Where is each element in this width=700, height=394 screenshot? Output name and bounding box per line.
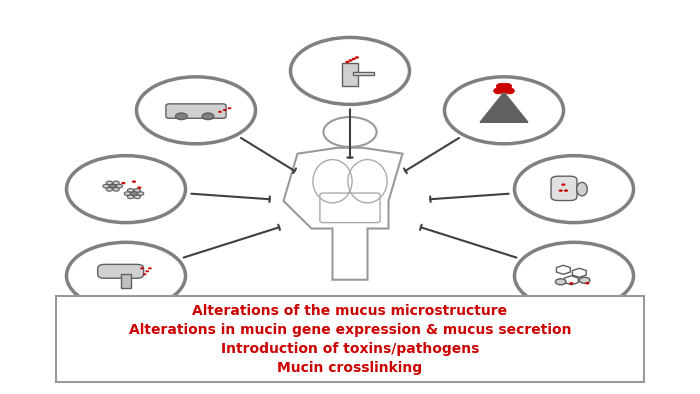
Circle shape — [127, 195, 134, 199]
Bar — [342, 63, 358, 86]
Circle shape — [514, 242, 634, 309]
Circle shape — [351, 58, 356, 60]
Circle shape — [561, 184, 566, 186]
Circle shape — [106, 181, 113, 185]
Circle shape — [140, 267, 143, 269]
Circle shape — [223, 109, 227, 111]
Circle shape — [564, 190, 568, 192]
Circle shape — [290, 37, 410, 104]
Circle shape — [113, 188, 119, 191]
Circle shape — [106, 188, 113, 191]
Circle shape — [146, 270, 149, 272]
Bar — [353, 72, 374, 75]
Circle shape — [499, 85, 509, 91]
Circle shape — [514, 156, 634, 223]
Circle shape — [148, 267, 152, 269]
Circle shape — [218, 111, 222, 113]
FancyBboxPatch shape — [56, 296, 644, 382]
Circle shape — [585, 282, 589, 284]
Circle shape — [137, 186, 141, 189]
Circle shape — [103, 184, 109, 188]
FancyBboxPatch shape — [166, 104, 226, 118]
Circle shape — [66, 156, 186, 223]
Circle shape — [580, 277, 590, 283]
Circle shape — [124, 192, 130, 195]
Text: Introduction of toxins/pathogens: Introduction of toxins/pathogens — [220, 342, 480, 356]
Circle shape — [116, 184, 122, 188]
Circle shape — [134, 189, 141, 192]
Circle shape — [136, 77, 256, 144]
Circle shape — [555, 279, 566, 285]
Bar — [120, 274, 132, 288]
Circle shape — [66, 242, 186, 309]
FancyBboxPatch shape — [551, 176, 577, 201]
Circle shape — [505, 88, 514, 93]
Circle shape — [137, 192, 144, 195]
Text: Alterations of the mucus microstructure: Alterations of the mucus microstructure — [193, 304, 508, 318]
Ellipse shape — [577, 182, 587, 196]
Circle shape — [496, 84, 506, 89]
Circle shape — [228, 107, 232, 109]
Circle shape — [121, 182, 125, 184]
Circle shape — [444, 77, 564, 144]
Circle shape — [176, 113, 187, 120]
Circle shape — [113, 181, 119, 185]
Circle shape — [143, 273, 146, 275]
Circle shape — [569, 282, 573, 284]
Circle shape — [559, 190, 563, 192]
Circle shape — [131, 192, 137, 195]
Circle shape — [502, 84, 512, 89]
Circle shape — [134, 195, 141, 199]
Text: Mucin crosslinking: Mucin crosslinking — [277, 361, 423, 375]
Circle shape — [349, 59, 353, 61]
Circle shape — [132, 180, 136, 183]
Circle shape — [127, 189, 134, 192]
Circle shape — [355, 56, 359, 59]
Circle shape — [345, 61, 349, 63]
Text: Alterations in mucin gene expression & mucus secretion: Alterations in mucin gene expression & m… — [129, 323, 571, 337]
Polygon shape — [480, 92, 528, 122]
FancyBboxPatch shape — [98, 264, 144, 278]
Circle shape — [202, 113, 214, 120]
Circle shape — [494, 88, 503, 93]
Circle shape — [109, 184, 116, 188]
